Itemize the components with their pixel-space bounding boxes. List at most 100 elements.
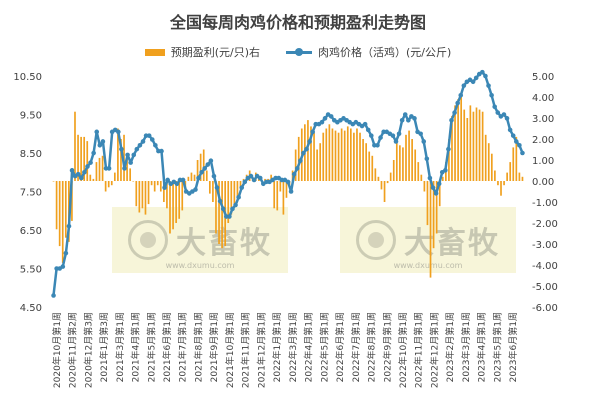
profit-bar (239, 181, 242, 188)
profit-bar (135, 181, 138, 207)
profit-bar (322, 132, 325, 181)
price-point (82, 169, 87, 175)
right-axis-tick: -4.00 (532, 261, 558, 272)
x-axis-tick: 2021年12月第1周 (255, 312, 267, 388)
profit-bar (270, 174, 272, 181)
right-axis-tick: 5.00 (532, 72, 554, 83)
price-point (480, 69, 485, 75)
price-point (421, 139, 427, 144)
right-axis-tick: 1.00 (532, 156, 554, 167)
price-point (233, 202, 238, 208)
price-point (91, 150, 96, 156)
profit-bar (411, 139, 413, 181)
profit-bar (129, 168, 131, 181)
price-point (159, 148, 164, 154)
profit-bar (273, 181, 276, 209)
price-point (501, 112, 507, 117)
right-axis-tick: 3.00 (532, 114, 554, 125)
price-point (174, 181, 180, 187)
profit-bar (212, 181, 214, 202)
profit-bar (236, 181, 239, 198)
price-point (298, 158, 303, 163)
profit-bar (89, 174, 92, 181)
profit-bar (343, 130, 346, 181)
left-axis-tick: 10.50 (13, 72, 42, 83)
price-point (97, 143, 103, 148)
profit-bar (494, 170, 496, 181)
profit-bar (328, 124, 331, 181)
profit-bar (515, 136, 518, 181)
profit-bar (356, 128, 358, 181)
profit-bar (423, 181, 426, 192)
profit-bar (395, 143, 398, 181)
profit-bar (276, 181, 279, 211)
price-point (230, 206, 235, 212)
profit-bar (451, 115, 453, 181)
price-point (424, 156, 430, 162)
profit-bar (169, 181, 171, 234)
price-point (137, 143, 143, 148)
price-point (470, 79, 476, 85)
price-point (79, 175, 84, 181)
legend-item-profit: 预期盈利(元/只)右 (144, 44, 260, 60)
price-point (122, 166, 127, 171)
profit-bar (61, 181, 64, 263)
profit-bar (221, 181, 223, 249)
x-axis-tick: 2021年1月第3周 (98, 312, 110, 382)
watermark-url: www.dxumu.com (165, 261, 235, 270)
profit-bar (285, 181, 288, 198)
profit-bar (86, 141, 89, 181)
profit-bar (230, 181, 233, 215)
price-point (239, 185, 245, 190)
profit-bar (512, 147, 515, 181)
profit-bar (392, 160, 395, 181)
profit-bar (199, 153, 202, 181)
profit-bar (132, 181, 135, 182)
price-point (66, 223, 72, 229)
watermark-logo-icon (128, 220, 168, 260)
price-point (291, 171, 297, 177)
profit-bar (215, 181, 217, 234)
price-point (88, 160, 93, 165)
x-axis-tick: 2022年1月第1周 (271, 312, 283, 382)
profit-bar (380, 181, 383, 190)
price-point (134, 146, 140, 152)
left-axis-tick: 7.50 (20, 188, 42, 199)
profit-bar (365, 143, 367, 181)
price-point (322, 116, 328, 121)
profit-bar (52, 181, 55, 182)
profit-bar (80, 136, 82, 181)
profit-bar (138, 181, 141, 213)
right-axis-tick: 0.00 (532, 177, 554, 188)
price-point (504, 116, 510, 121)
profit-bar (441, 176, 444, 181)
watermark-text: 大畜牧 (404, 226, 500, 261)
price-point (368, 133, 374, 138)
right-axis-tick: -2.00 (532, 219, 558, 230)
price-point (307, 139, 312, 144)
price-point (149, 137, 155, 142)
x-axis-tick: 2020年10月第1周 (51, 312, 63, 388)
profit-bar (98, 157, 101, 181)
profit-bar (371, 155, 374, 181)
price-point (520, 150, 525, 156)
profit-bar (187, 176, 190, 181)
price-point (60, 264, 66, 269)
price-point (214, 185, 220, 190)
price-point (75, 171, 81, 177)
price-point (199, 169, 204, 175)
price-point (443, 168, 448, 173)
profit-bar (74, 111, 76, 181)
profit-bar (340, 128, 343, 181)
profit-bar (435, 181, 438, 234)
profit-bar (126, 155, 128, 181)
price-point (193, 187, 198, 192)
profit-bar (110, 181, 113, 186)
price-point (301, 150, 306, 156)
price-point (473, 75, 479, 81)
x-axis-tick: 2020年12月第3周 (82, 312, 94, 388)
price-point (412, 116, 417, 121)
price-point (236, 194, 241, 200)
price-point (288, 189, 294, 194)
left-axis-tick: 6.50 (20, 226, 42, 237)
